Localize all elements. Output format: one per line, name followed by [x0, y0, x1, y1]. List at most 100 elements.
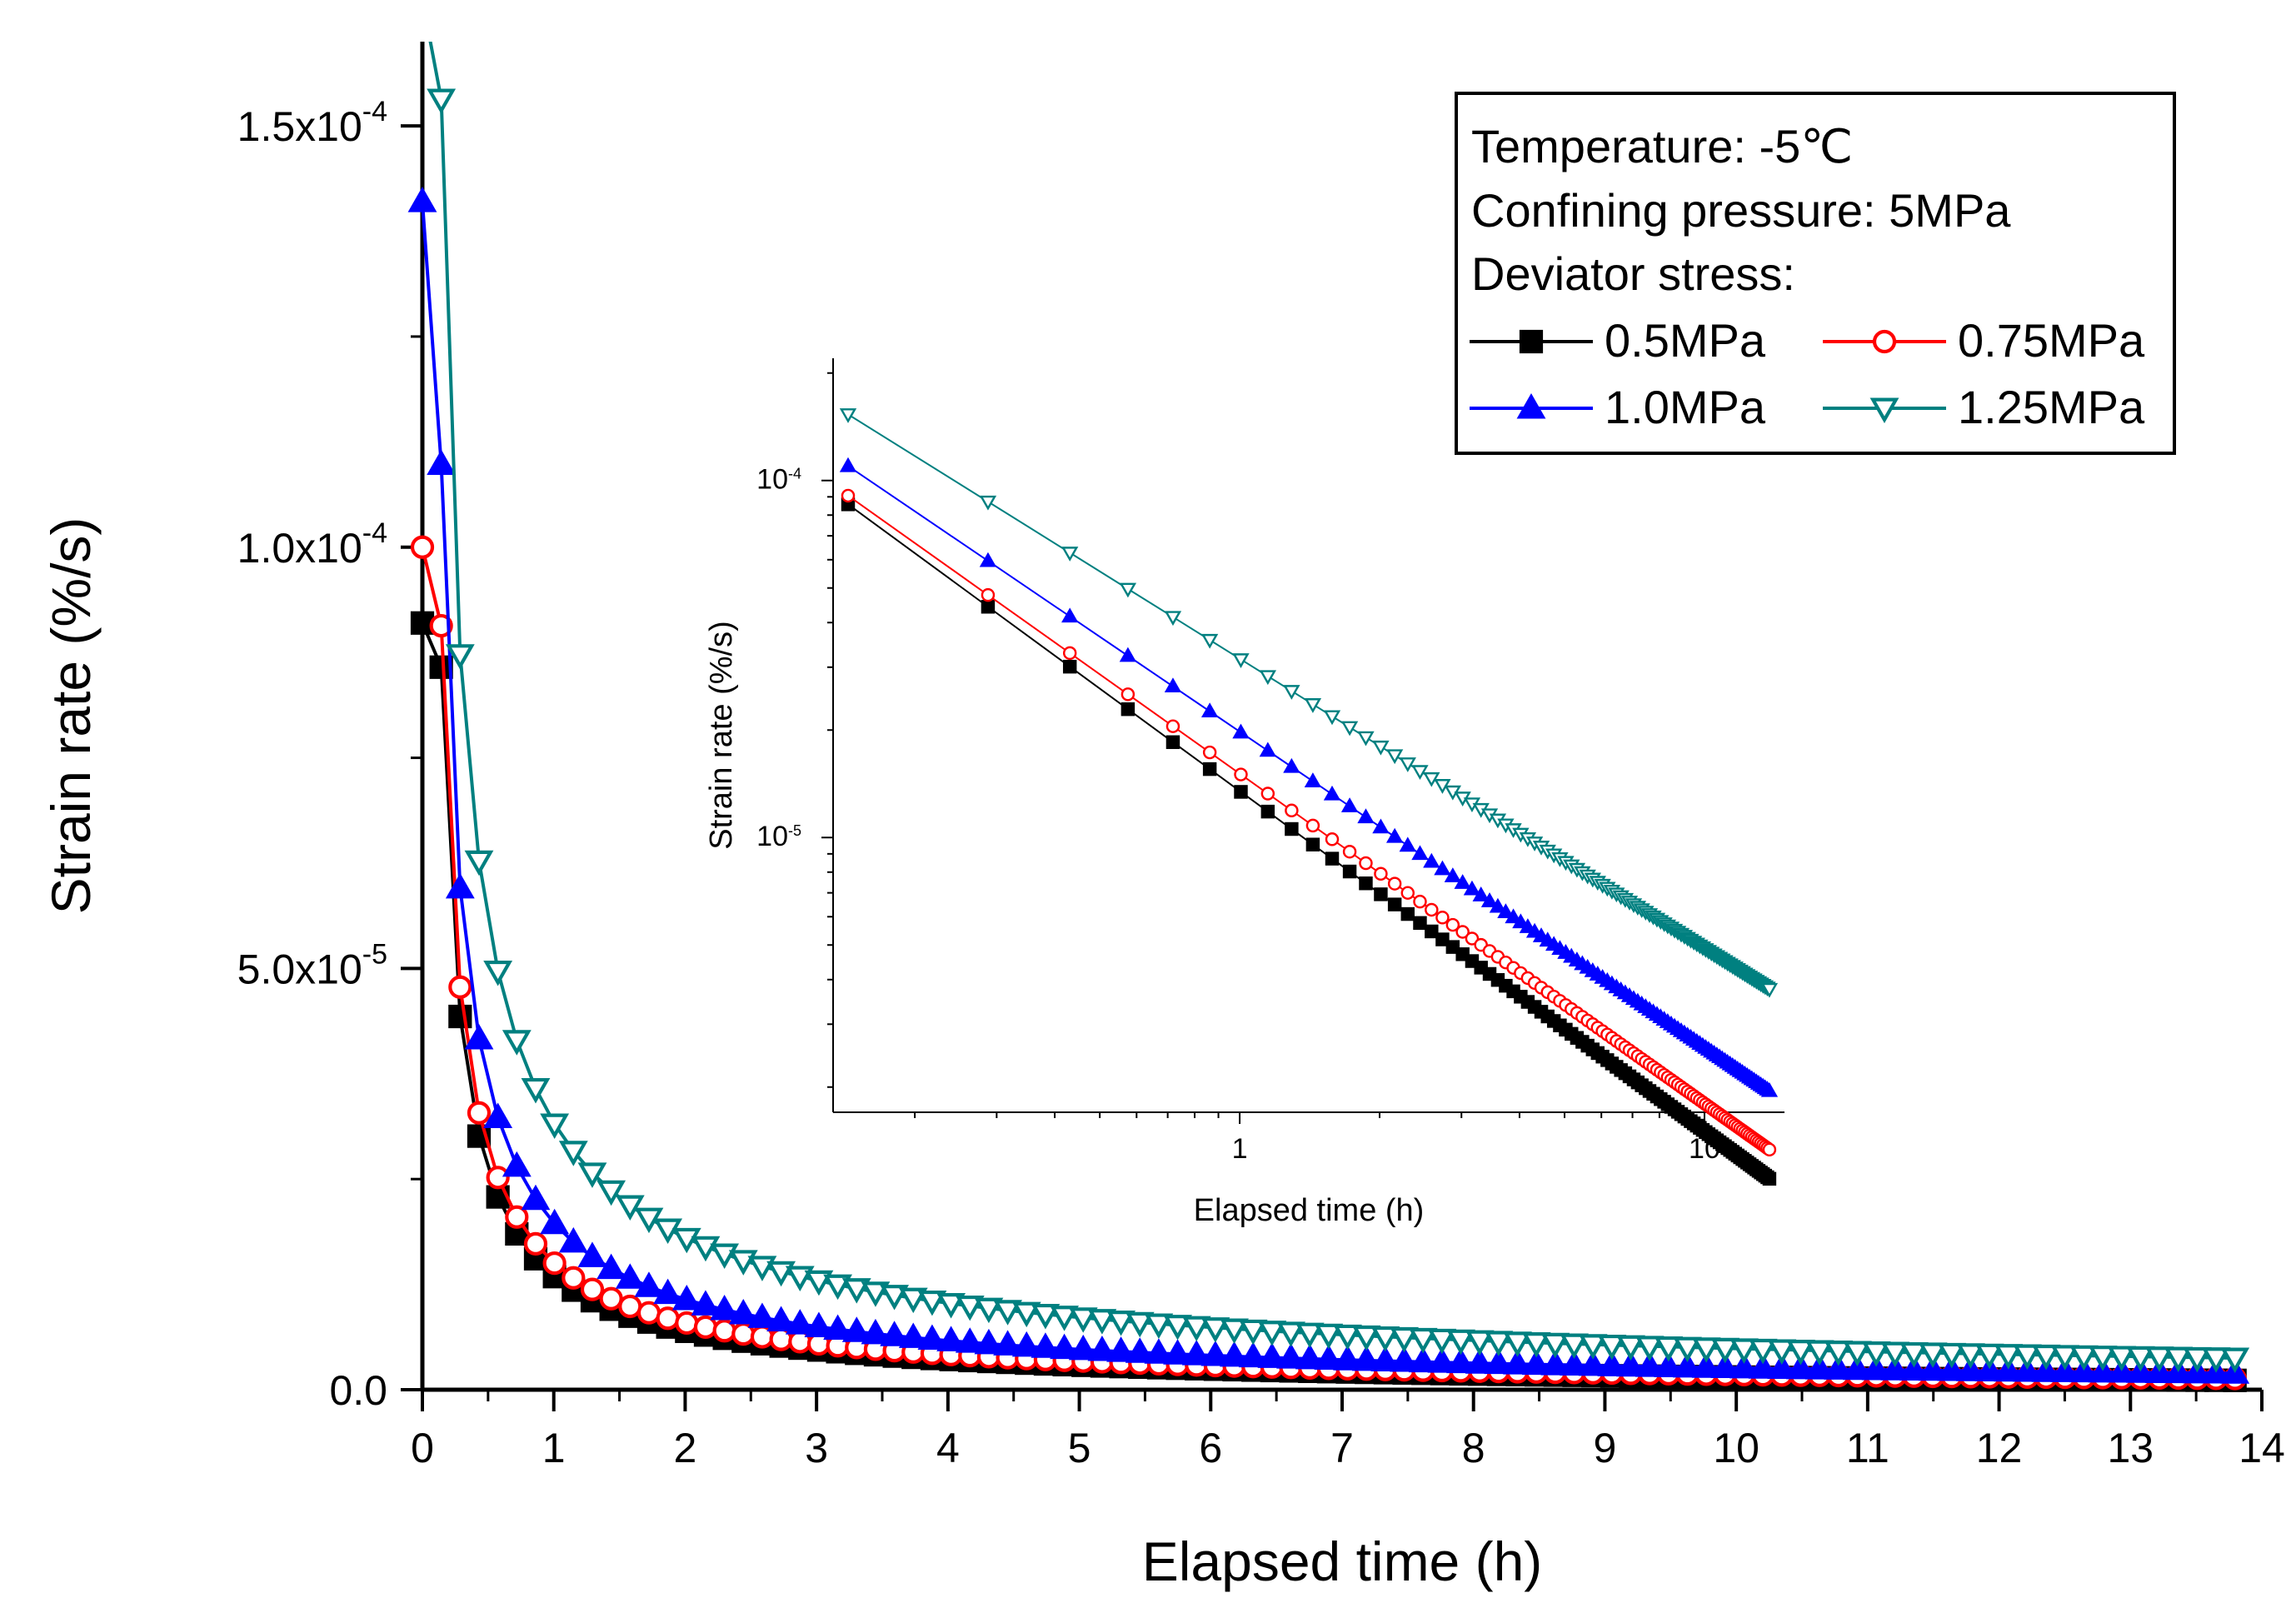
y-tick-label-exponent: -4: [362, 517, 387, 549]
data-point: [2012, 1344, 2042, 1371]
data-point: [1616, 1351, 1645, 1377]
x-tick-label: 0: [411, 1425, 434, 1471]
data-point: [427, 449, 457, 476]
data-point: [1521, 1349, 1551, 1376]
data-point: [1804, 1354, 1834, 1380]
inset-data-point: [1304, 698, 1322, 713]
inset-data-point: [1062, 659, 1077, 674]
inset-data-point: [1399, 836, 1416, 852]
data-point: [542, 1251, 567, 1276]
data-point: [841, 1316, 871, 1342]
inset-data-point: [1425, 902, 1439, 917]
inset-data-point: [1357, 731, 1375, 747]
data-point: [766, 1306, 796, 1331]
inset-data-point: [1202, 762, 1217, 777]
data-point: [1918, 1355, 1948, 1381]
data-point: [747, 1302, 777, 1328]
inset-data-point: [839, 457, 857, 472]
legend-swatch-marker: [1519, 329, 1544, 354]
inset-series-0.5MPa: [841, 497, 1777, 1186]
data-point: [1181, 1316, 1211, 1342]
data-point: [1220, 1341, 1249, 1367]
data-point: [577, 1241, 607, 1267]
data-point: [1654, 1351, 1684, 1377]
data-point: [615, 1195, 645, 1221]
inset-data-point: [1305, 818, 1320, 833]
data-point: [1880, 1341, 1910, 1367]
inset-data-point: [1505, 908, 1522, 924]
data-point: [615, 1263, 645, 1289]
inset-data-point: [1259, 742, 1276, 757]
data-point: [410, 611, 435, 635]
data-point: [1597, 1334, 1627, 1361]
legend-entry-1.25MPa: 1.25MPa: [1823, 381, 2145, 433]
data-point: [521, 1184, 551, 1211]
data-point: [2125, 1346, 2155, 1372]
data-point: [1465, 1330, 1495, 1356]
inset-data-point: [1234, 767, 1248, 782]
legend-swatch-marker: [1869, 397, 1899, 424]
data-point: [1597, 1351, 1627, 1376]
data-point: [1503, 1349, 1532, 1375]
data-point: [1446, 1347, 1475, 1374]
data-point: [2012, 1356, 2042, 1382]
inset-data-point: [1357, 808, 1375, 824]
inset-data-point: [1325, 832, 1340, 846]
inset-data-point: [1232, 723, 1250, 739]
inset-data-point: [1372, 818, 1390, 834]
y-tick-label-exponent: -4: [362, 96, 387, 127]
y-axis-title: Strain rate (%/s): [40, 517, 102, 915]
data-point: [486, 1166, 510, 1190]
data-point: [1540, 1332, 1570, 1359]
data-point: [558, 1141, 588, 1166]
inset-x-tick-label: 1: [1232, 1133, 1248, 1165]
data-point: [445, 644, 475, 670]
data-point: [505, 1205, 529, 1229]
inset-data-point: [1119, 647, 1137, 662]
data-point: [1635, 1351, 1665, 1377]
legend-box: [1455, 92, 2176, 455]
legend-entry-0.5MPa: 0.5MPa: [1470, 314, 1766, 367]
data-point: [804, 1270, 834, 1296]
data-point: [691, 1236, 721, 1262]
data-point: [898, 1287, 928, 1314]
data-point: [1786, 1340, 1815, 1366]
inset-data-point: [1762, 1171, 1777, 1186]
legend-entry-label: 1.0MPa: [1605, 381, 1766, 433]
data-point: [1899, 1341, 1929, 1368]
inset-y-tick-label: 10-4: [756, 464, 801, 496]
inset-series-0.75MPa: [841, 488, 1777, 1157]
inset-data-point: [1164, 677, 1182, 693]
inset-data-point: [1374, 866, 1388, 881]
inset-data-point: [981, 587, 996, 602]
data-point: [1974, 1356, 2004, 1382]
inset-data-point: [1342, 845, 1357, 859]
data-point: [1087, 1309, 1117, 1335]
series-1.25MPa: [427, 42, 2250, 1373]
data-point: [540, 1113, 570, 1139]
legend-heading-line: Deviator stress:: [1471, 247, 1795, 300]
data-point: [693, 1315, 718, 1340]
data-point: [1484, 1331, 1514, 1356]
data-point: [1011, 1301, 1041, 1328]
data-point: [1257, 1321, 1287, 1346]
data-point: [1994, 1356, 2024, 1382]
x-tick-label: 12: [1976, 1425, 2023, 1471]
legend: Temperature: -5℃ Confining pressure: 5MPa…: [1455, 92, 2176, 455]
data-point: [1578, 1334, 1608, 1360]
data-point: [599, 1286, 623, 1311]
data-point: [974, 1328, 1004, 1355]
data-point: [427, 88, 457, 114]
data-point: [1861, 1341, 1891, 1367]
data-point: [841, 1278, 871, 1304]
x-tick-label: 4: [936, 1425, 960, 1471]
inset-data-point: [1340, 721, 1359, 737]
inset-data-point: [1121, 702, 1136, 717]
data-point: [1333, 1324, 1362, 1351]
data-point: [2220, 1347, 2250, 1373]
data-point: [1654, 1336, 1684, 1362]
inset-data-point: [1413, 916, 1427, 931]
inset-data-point: [1434, 860, 1451, 876]
data-point: [656, 1306, 680, 1331]
